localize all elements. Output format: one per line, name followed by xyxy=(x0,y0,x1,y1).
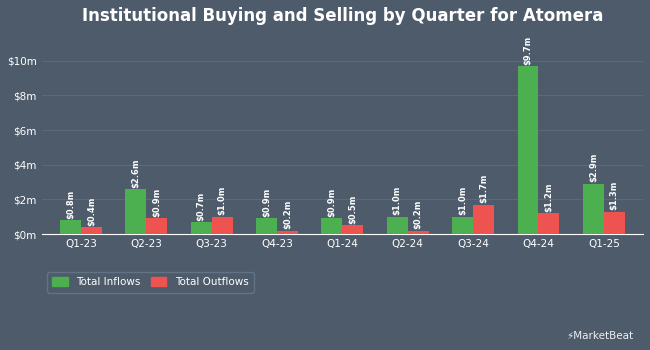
Title: Institutional Buying and Selling by Quarter for Atomera: Institutional Buying and Selling by Quar… xyxy=(82,7,603,25)
Text: $2.9m: $2.9m xyxy=(589,153,598,182)
Legend: Total Inflows, Total Outflows: Total Inflows, Total Outflows xyxy=(47,272,254,293)
Text: $1.0m: $1.0m xyxy=(458,186,467,215)
Bar xyxy=(387,217,408,234)
Text: $1.2m: $1.2m xyxy=(545,182,553,212)
Text: $1.0m: $1.0m xyxy=(393,186,402,215)
Bar xyxy=(583,184,604,234)
Bar xyxy=(146,218,167,234)
Bar xyxy=(212,217,233,234)
Text: ⚡MarketBeat: ⚡MarketBeat xyxy=(567,331,634,341)
Text: $1.3m: $1.3m xyxy=(610,181,619,210)
Text: $0.8m: $0.8m xyxy=(66,190,75,219)
Bar xyxy=(190,222,212,234)
Text: $2.6m: $2.6m xyxy=(131,158,140,188)
Text: $0.5m: $0.5m xyxy=(348,195,358,224)
Bar xyxy=(81,227,102,234)
Bar xyxy=(256,218,277,234)
Text: $0.9m: $0.9m xyxy=(262,188,271,217)
Bar xyxy=(408,231,428,234)
Bar xyxy=(604,211,625,234)
Text: $9.7m: $9.7m xyxy=(523,35,532,65)
Text: $0.2m: $0.2m xyxy=(283,200,292,229)
Text: $1.7m: $1.7m xyxy=(479,174,488,203)
Bar xyxy=(60,220,81,234)
Bar xyxy=(538,213,560,234)
Bar xyxy=(452,217,473,234)
Text: $0.7m: $0.7m xyxy=(197,191,205,220)
Text: $0.9m: $0.9m xyxy=(152,188,161,217)
Bar xyxy=(343,225,363,234)
Bar xyxy=(277,231,298,234)
Bar xyxy=(517,66,538,234)
Text: $0.4m: $0.4m xyxy=(87,196,96,226)
Text: $0.9m: $0.9m xyxy=(328,188,337,217)
Bar xyxy=(473,205,494,234)
Text: $1.0m: $1.0m xyxy=(218,186,227,215)
Text: $0.2m: $0.2m xyxy=(413,200,423,229)
Bar xyxy=(125,189,146,234)
Bar xyxy=(322,218,343,234)
